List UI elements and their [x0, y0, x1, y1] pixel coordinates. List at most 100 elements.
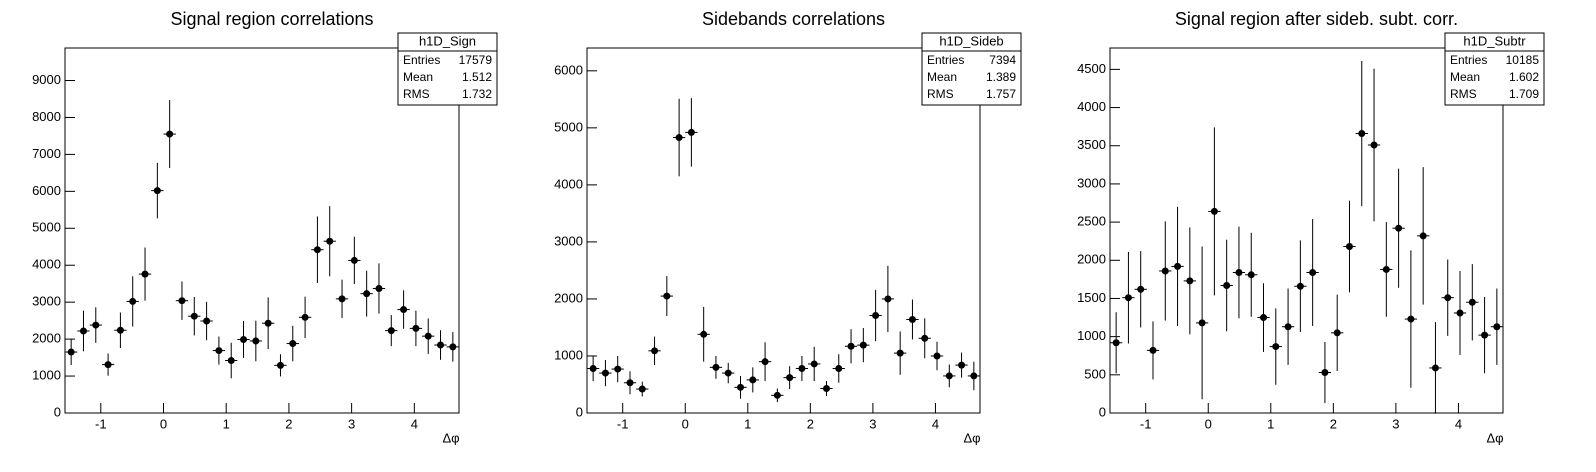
data-point	[786, 374, 794, 382]
data-point	[651, 347, 659, 355]
x-tick-label: -1	[95, 416, 107, 431]
x-tick-label: 3	[869, 416, 876, 431]
stats-value: 17579	[459, 53, 493, 67]
data-point	[215, 347, 223, 355]
data-point	[1235, 268, 1243, 276]
data-point	[190, 312, 198, 320]
y-tick-label: 2000	[32, 331, 61, 346]
y-tick-label: 1500	[1077, 290, 1106, 305]
data-point	[276, 361, 284, 369]
data-point	[773, 391, 781, 399]
x-tick-label: 3	[348, 416, 355, 431]
data-point	[1186, 277, 1194, 285]
y-tick-label: 0	[54, 404, 61, 419]
data-point	[449, 343, 457, 351]
y-tick-label: 3000	[554, 233, 583, 248]
y-tick-label: 9000	[32, 72, 61, 87]
stats-value: 1.709	[1509, 87, 1539, 101]
data-point	[1321, 369, 1329, 377]
data-point	[1333, 329, 1341, 337]
data-point	[884, 295, 892, 303]
stats-box	[397, 32, 498, 106]
data-point	[289, 340, 297, 348]
data-point	[945, 372, 953, 380]
data-point	[1112, 339, 1120, 347]
data-point	[1419, 232, 1427, 240]
data-point	[116, 326, 124, 334]
x-axis-label: Δφ	[442, 430, 459, 445]
data-point	[387, 327, 395, 335]
data-point	[847, 342, 855, 350]
data-point	[749, 376, 757, 384]
x-tick-label: 2	[1330, 416, 1337, 431]
stats-value: 7394	[989, 53, 1016, 67]
data-point	[301, 313, 309, 321]
data-point	[350, 256, 358, 264]
data-point	[589, 365, 597, 373]
data-point	[1444, 294, 1452, 302]
data-point	[92, 321, 100, 329]
x-tick-label: 2	[807, 416, 814, 431]
data-point	[1431, 364, 1439, 372]
data-point	[933, 352, 941, 360]
y-tick-label: 8000	[32, 109, 61, 124]
data-point	[363, 290, 371, 298]
data-point	[166, 130, 174, 138]
data-point	[675, 134, 683, 142]
stats-value: 1.389	[986, 70, 1016, 84]
stats-label: Entries	[403, 53, 440, 67]
chart-title: Signal region after sideb. subt. corr.	[1175, 9, 1458, 29]
x-tick-label: 4	[932, 416, 939, 431]
data-point	[129, 297, 137, 305]
data-point	[626, 379, 634, 387]
x-tick-label: 4	[1455, 416, 1462, 431]
y-tick-label: 1000	[1077, 328, 1106, 343]
y-tick-label: 6000	[32, 183, 61, 198]
x-tick-label: 1	[744, 416, 751, 431]
data-point	[908, 315, 916, 323]
data-point	[872, 311, 880, 319]
stats-value: 1.512	[462, 70, 492, 84]
data-point	[712, 363, 720, 371]
data-point	[326, 237, 334, 245]
data-point	[1247, 271, 1255, 279]
plot-frame	[1109, 47, 1504, 414]
data-point	[1309, 268, 1317, 276]
data-point	[1481, 331, 1489, 339]
y-tick-label: 4000	[32, 257, 61, 272]
plot-frame	[64, 47, 460, 414]
data-point	[896, 349, 904, 357]
stats-box	[921, 32, 1022, 106]
stats-value: 1.757	[986, 87, 1016, 101]
data-point	[1370, 141, 1378, 149]
x-tick-label: 3	[1392, 416, 1399, 431]
y-tick-label: 4000	[554, 176, 583, 191]
data-point	[970, 372, 978, 380]
data-point	[313, 246, 321, 254]
stats-label: Mean	[1450, 70, 1480, 84]
x-tick-label: 0	[1205, 416, 1212, 431]
data-point	[141, 270, 149, 278]
plot-frame	[586, 47, 981, 414]
data-point	[1137, 285, 1145, 293]
data-point	[1210, 207, 1218, 215]
data-point	[67, 348, 75, 356]
y-tick-label: 5000	[32, 220, 61, 235]
data-point	[724, 369, 732, 377]
y-tick-label: 1000	[32, 367, 61, 382]
data-point	[153, 187, 161, 195]
chart-title: Signal region correlations	[170, 9, 373, 29]
data-point	[700, 330, 708, 338]
data-point	[1395, 224, 1403, 232]
data-point	[835, 365, 843, 373]
y-tick-label: 3000	[1077, 175, 1106, 190]
data-point	[437, 341, 445, 349]
data-point	[412, 324, 420, 332]
data-point	[601, 369, 609, 377]
data-point	[614, 365, 622, 373]
data-point	[1149, 346, 1157, 354]
y-tick-label: 2500	[1077, 214, 1106, 229]
y-tick-label: 1000	[554, 347, 583, 362]
data-point	[400, 306, 408, 314]
stats-value: 1.602	[1509, 70, 1539, 84]
